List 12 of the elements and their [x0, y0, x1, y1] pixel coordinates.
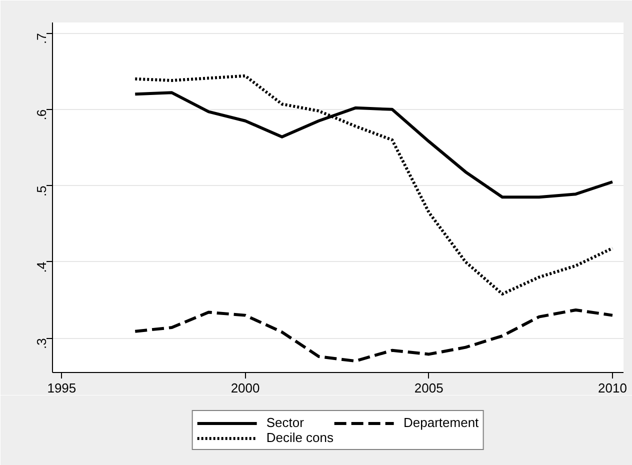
y-tick-label: .6 [34, 109, 49, 120]
y-tick-label: .4 [34, 262, 49, 273]
y-tick-label: .3 [34, 338, 49, 350]
y-tick-label: .7 [34, 33, 49, 44]
x-tick-label: 1995 [47, 380, 76, 396]
x-tick-label: 2005 [414, 380, 444, 396]
x-tick-label: 2010 [598, 380, 627, 396]
legend-label: Departement [404, 415, 479, 430]
legend-label: Sector [266, 415, 304, 430]
y-tick-label: .5 [34, 186, 49, 197]
x-tick-label: 2000 [230, 380, 260, 396]
legend-label: Decile cons [266, 430, 334, 445]
